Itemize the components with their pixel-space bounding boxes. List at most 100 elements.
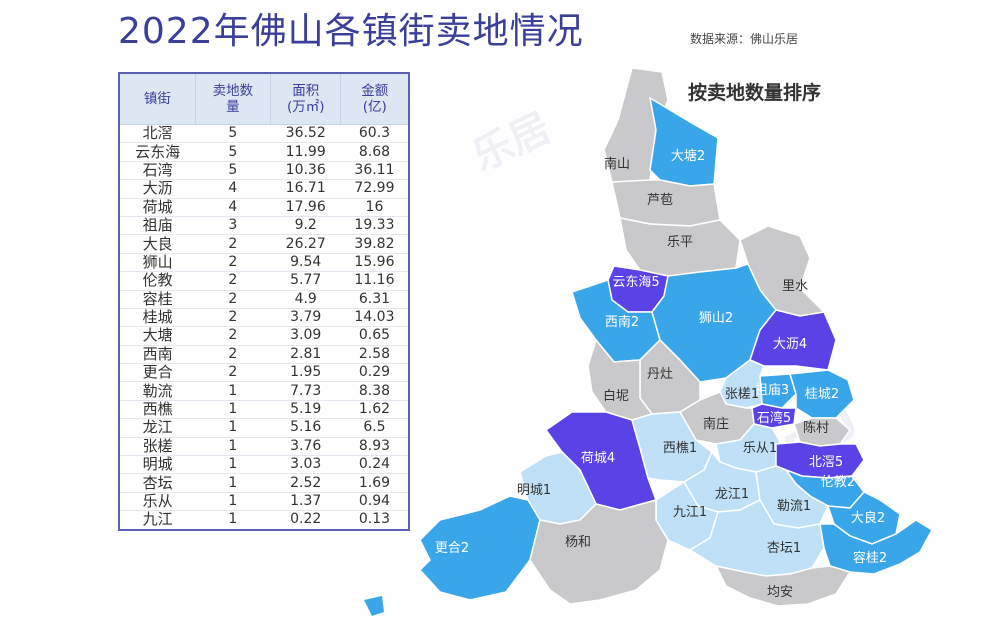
cell-area: 9.54: [270, 253, 341, 273]
cell-town: 云东海: [119, 142, 196, 162]
cell-amount: 0.13: [340, 510, 409, 531]
cell-area: 7.73: [270, 381, 341, 401]
cell-count: 2: [195, 363, 271, 383]
cell-amount: 8.93: [340, 437, 409, 457]
cell-count: 2: [195, 290, 271, 309]
table-row: 张槎 1 3.76 8.93: [119, 437, 409, 457]
table-row: 更合 2 1.95 0.29: [119, 363, 409, 383]
map-regions: [364, 67, 933, 616]
cell-area: 16.71: [270, 179, 341, 199]
table-row: 石湾 5 10.36 36.11: [119, 161, 409, 181]
cell-town: 石湾: [119, 161, 196, 181]
table-row: 荷城 4 17.96 16: [119, 198, 409, 217]
cell-amount: 0.65: [340, 326, 409, 346]
map-region-datang: [648, 96, 719, 187]
cell-town: 桂城: [119, 308, 196, 328]
cell-town: 狮山: [119, 253, 196, 273]
map-region-genghe-fragment: [364, 596, 384, 616]
cell-area: 2.52: [270, 473, 341, 493]
cell-count: 1: [195, 437, 271, 457]
cell-area: 5.77: [270, 271, 341, 291]
map-label-zumiao: 祖庙3: [755, 383, 789, 398]
map-label-chencun: 陈村: [803, 420, 829, 436]
table-row: 北滘 5 36.52 60.3: [119, 124, 409, 144]
table-row: 祖庙 3 9.2 19.33: [119, 216, 409, 236]
cell-area: 10.36: [270, 161, 341, 181]
map-label-ronggui: 容桂2: [853, 550, 887, 566]
map-label-junan: 均安: [767, 585, 793, 600]
header-town: 镇街: [118, 72, 196, 125]
cell-amount: 6.31: [340, 290, 409, 309]
table-row: 乐从 1 1.37 0.94: [119, 492, 409, 512]
map-label-beijiao: 北滘5: [809, 455, 843, 470]
cell-area: 0.22: [270, 510, 341, 531]
cell-count: 1: [195, 418, 271, 438]
map-region-junan: [714, 564, 852, 607]
map-label-nanzhuang: 南庄: [703, 416, 729, 432]
table-row: 九江 1 0.22 0.13: [119, 510, 409, 531]
header-amount: 金额 (亿): [340, 72, 410, 125]
map-label-yanghe: 杨和: [565, 535, 591, 550]
cell-area: 3.79: [270, 308, 341, 328]
table-row: 龙江 1 5.16 6.5: [119, 418, 409, 438]
cell-count: 5: [195, 124, 271, 144]
cell-count: 2: [195, 345, 271, 365]
table-row: 大塘 2 3.09 0.65: [119, 326, 409, 346]
map-label-longjiang: 龙江1: [715, 487, 749, 502]
table-row: 杏坛 1 2.52 1.69: [119, 473, 409, 493]
map-label-xinan: 西南2: [605, 314, 639, 330]
map-label-lishui: 里水: [782, 279, 808, 294]
cell-count: 3: [195, 216, 271, 236]
table-row: 勒流 1 7.73 8.38: [119, 381, 409, 401]
table-row: 西樵 1 5.19 1.62: [119, 400, 409, 420]
cell-town: 大塘: [119, 326, 196, 346]
cell-area: 2.81: [270, 345, 341, 365]
cell-count: 5: [195, 142, 271, 162]
cell-amount: 0.29: [340, 363, 409, 383]
cell-amount: 19.33: [340, 216, 409, 236]
land-sale-table: 镇街 卖地数量 面积 (万㎡) 金额 (亿) 北滘 5 36.52 60.3 云东海 5 11.…: [118, 72, 410, 531]
cell-amount: 15.96: [340, 253, 409, 273]
map-sort-label: 按卖地数量排序: [688, 82, 822, 104]
cell-amount: 39.82: [340, 234, 409, 254]
map-label-lubao: 芦苞: [647, 193, 673, 208]
map-label-shishan: 狮山2: [699, 311, 733, 326]
map-label-xingtan: 杏坛1: [767, 541, 801, 556]
cell-amount: 16: [340, 198, 409, 217]
map-label-jiujiang: 九江1: [673, 505, 707, 520]
cell-town: 大良: [119, 234, 196, 254]
cell-amount: 60.3: [340, 124, 409, 144]
cell-town: 西南: [119, 345, 196, 365]
cell-town: 西樵: [119, 400, 196, 420]
map-label-danzao: 丹灶: [647, 367, 673, 382]
cell-area: 17.96: [270, 198, 341, 217]
table-row: 明城 1 3.03 0.24: [119, 455, 409, 475]
map-label-daliang: 大良2: [851, 510, 885, 526]
map-label-shiwan: 石湾5: [757, 410, 791, 426]
page-title: 2022年佛山各镇街卖地情况: [118, 11, 584, 52]
cell-area: 9.2: [270, 216, 341, 236]
cell-town: 容桂: [119, 290, 196, 309]
data-source-note: 数据来源：佛山乐居: [690, 32, 799, 46]
cell-town: 乐从: [119, 492, 196, 512]
cell-count: 2: [195, 271, 271, 291]
cell-count: 4: [195, 198, 271, 217]
table-row: 容桂 2 4.9 6.31: [119, 290, 409, 309]
cell-area: 3.09: [270, 326, 341, 346]
cell-area: 1.95: [270, 363, 341, 383]
cell-town: 荷城: [119, 198, 196, 217]
cell-amount: 8.68: [340, 142, 409, 162]
cell-count: 1: [195, 492, 271, 512]
cell-town: 大沥: [119, 179, 196, 199]
map-label-baini: 白坭: [603, 388, 629, 404]
cell-area: 3.76: [270, 437, 341, 457]
cell-area: 36.52: [270, 124, 341, 144]
cell-town: 祖庙: [119, 216, 196, 236]
map-region-yanghe: [529, 499, 669, 605]
cell-area: 5.19: [270, 400, 341, 420]
table-row: 云东海 5 11.99 8.68: [119, 142, 409, 162]
cell-amount: 0.94: [340, 492, 409, 512]
map-label-xiqiao: 西樵1: [663, 441, 697, 456]
map-label-guicheng: 桂城2: [805, 387, 839, 402]
